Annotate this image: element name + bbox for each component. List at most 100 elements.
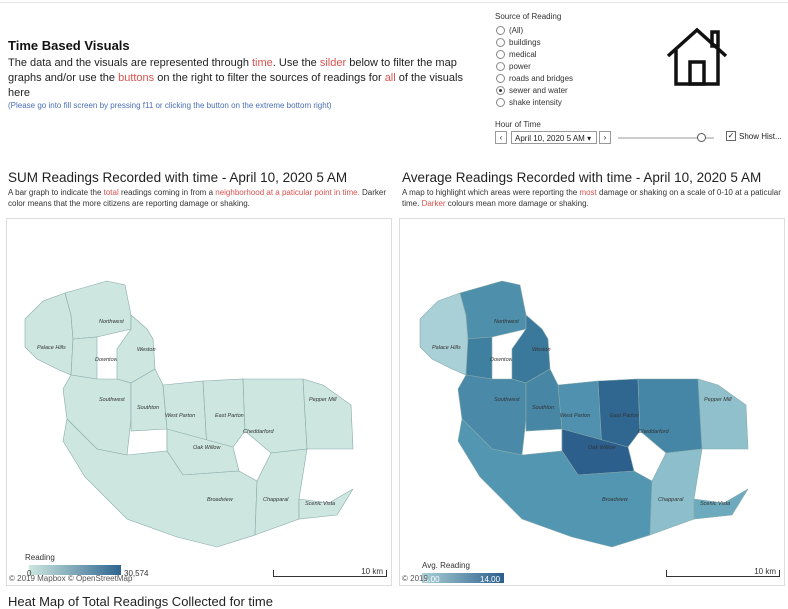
sum-desc-segment: Darker color means that the more citizen… <box>8 188 387 208</box>
region-scenic-vista[interactable] <box>298 488 354 520</box>
sum-desc-segment: neighborhood at a paticular point in tim… <box>215 188 360 197</box>
intro-segment: of the visuals here <box>8 72 463 99</box>
source-filter-title: Source of Reading <box>495 12 562 21</box>
region-cheddarford[interactable] <box>242 378 308 454</box>
radio-icon[interactable] <box>496 49 505 59</box>
intro-segment: time <box>252 57 273 69</box>
radio-icon[interactable] <box>496 97 505 107</box>
avg-legend-title: Avg. Reading <box>422 561 470 570</box>
sum-map-desc: A bar graph to indicate the total readin… <box>8 187 388 209</box>
region-label: Oak Willow <box>193 445 221 451</box>
region-northwest[interactable] <box>64 280 132 340</box>
hour-prev-button[interactable]: ‹ <box>495 131 507 144</box>
region-label: Northwest <box>494 319 519 325</box>
avg-map-svg[interactable]: Palace Hills Northwest Downtown Weston South… <box>400 219 785 586</box>
sum-legend-bar <box>29 565 121 575</box>
map-scale-bar <box>666 570 780 577</box>
map-scale-bar <box>273 570 387 577</box>
region-label: Northwest <box>99 319 124 325</box>
region-label: West Parton <box>560 413 590 419</box>
region-label: Broadview <box>207 497 234 503</box>
source-option[interactable]: (All) <box>496 24 573 36</box>
region-label: Downtown <box>490 357 516 363</box>
source-option[interactable]: medical <box>496 48 573 60</box>
source-option[interactable]: sewer and water <box>496 84 573 96</box>
heatmap-title: Heat Map of Total Readings Collected for… <box>8 594 273 609</box>
region-east-parton[interactable] <box>202 378 246 450</box>
map-credit: © 2019 Mapbox © OpenStreetMap <box>9 574 133 583</box>
fullscreen-hint: (Please go into fill screen by pressing … <box>8 101 332 110</box>
source-option[interactable]: power <box>496 60 573 72</box>
region-label: Scenic Vista <box>700 501 730 507</box>
avg-map-title: Average Readings Recorded with time - Ap… <box>402 170 762 185</box>
region-scenic-vista[interactable] <box>693 488 749 520</box>
source-option[interactable]: buildings <box>496 36 573 48</box>
region-label: East Parton <box>610 413 639 419</box>
region-label: West Parton <box>165 413 195 419</box>
region-label: Weston <box>137 347 156 353</box>
region-label: Downtown <box>95 357 121 363</box>
region-label: Chapparal <box>263 497 289 503</box>
radio-icon[interactable] <box>496 25 505 35</box>
region-label: East Parton <box>215 413 244 419</box>
avg-desc-segment: A map to highlight which areas were repo… <box>402 188 580 197</box>
region-southwest[interactable] <box>62 374 132 456</box>
map-scale-label: 10 km <box>361 567 383 576</box>
checkbox-icon[interactable]: ✓ <box>726 131 736 141</box>
region-cheddarford[interactable] <box>637 378 703 454</box>
region-palace-hills[interactable] <box>24 292 74 376</box>
sum-legend-max: 30,574 <box>124 569 149 578</box>
show-history-toggle[interactable]: ✓ Show Hist... <box>726 131 782 141</box>
sum-map-title: SUM Readings Recorded with time - April … <box>8 170 348 185</box>
region-label: Southwest <box>494 397 520 403</box>
source-option[interactable]: roads and bridges <box>496 72 573 84</box>
sum-desc-segment: total <box>103 188 119 197</box>
radio-icon[interactable] <box>496 37 505 47</box>
region-label: Cheddarford <box>638 429 670 435</box>
region-northwest[interactable] <box>459 280 527 340</box>
radio-icon[interactable] <box>496 61 505 71</box>
region-pepper-mill[interactable] <box>302 378 354 450</box>
intro-segment: silder <box>319 57 347 69</box>
source-option[interactable]: shake intensity <box>496 96 573 108</box>
source-option-label: medical <box>509 49 537 59</box>
region-southwest[interactable] <box>457 374 527 456</box>
sum-map-svg[interactable]: Palace Hills Northwest Downtown Weston South… <box>7 219 392 586</box>
radio-icon[interactable] <box>496 85 505 95</box>
avg-desc-segment: Darker <box>421 199 446 208</box>
hour-next-button[interactable]: › <box>599 131 611 144</box>
sum-desc-segment: A bar graph to indicate the <box>8 188 104 197</box>
avg-map-desc: A map to highlight which areas were repo… <box>402 187 782 209</box>
home-icon[interactable] <box>664 26 730 88</box>
intro-segment: below to filter the map graphs and/or us… <box>8 57 457 84</box>
source-option-label: buildings <box>509 37 541 47</box>
region-downtown[interactable] <box>465 336 493 380</box>
region-pepper-mill[interactable] <box>697 378 749 450</box>
region-palace-hills[interactable] <box>419 292 469 376</box>
region-label: Oak Willow <box>588 445 616 451</box>
hour-slider-track[interactable] <box>618 137 714 139</box>
region-label: Cheddarford <box>243 429 275 435</box>
page-title: Time Based Visuals <box>8 38 130 53</box>
region-chapparal[interactable] <box>254 448 308 536</box>
intro-segment: The data and the visuals are represented… <box>8 57 252 69</box>
sum-legend-min: 0 <box>27 569 32 578</box>
intro-segment: . Use the <box>272 57 320 69</box>
region-east-parton[interactable] <box>597 378 641 450</box>
region-label: Pepper Mill <box>309 397 337 403</box>
region-label: Pepper Mill <box>704 397 732 403</box>
map-scale-label: 10 km <box>754 567 776 576</box>
hour-select[interactable]: April 10, 2020 5 AM ▾ <box>511 131 597 144</box>
region-label: Southwest <box>99 397 125 403</box>
region-chapparal[interactable] <box>649 448 703 536</box>
radio-icon[interactable] <box>496 73 505 83</box>
region-label: Southton <box>532 405 554 411</box>
show-history-label: Show Hist... <box>739 131 782 141</box>
avg-legend-min: 0.00 <box>424 575 440 584</box>
region-label: Scenic Vista <box>305 501 335 507</box>
region-downtown[interactable] <box>70 336 98 380</box>
hour-slider-handle[interactable] <box>697 133 706 142</box>
sum-readings-map[interactable]: Palace Hills Northwest Downtown Weston South… <box>6 218 392 586</box>
avg-readings-map[interactable]: Palace Hills Northwest Downtown Weston South… <box>399 218 785 586</box>
region-label: Broadview <box>602 497 629 503</box>
